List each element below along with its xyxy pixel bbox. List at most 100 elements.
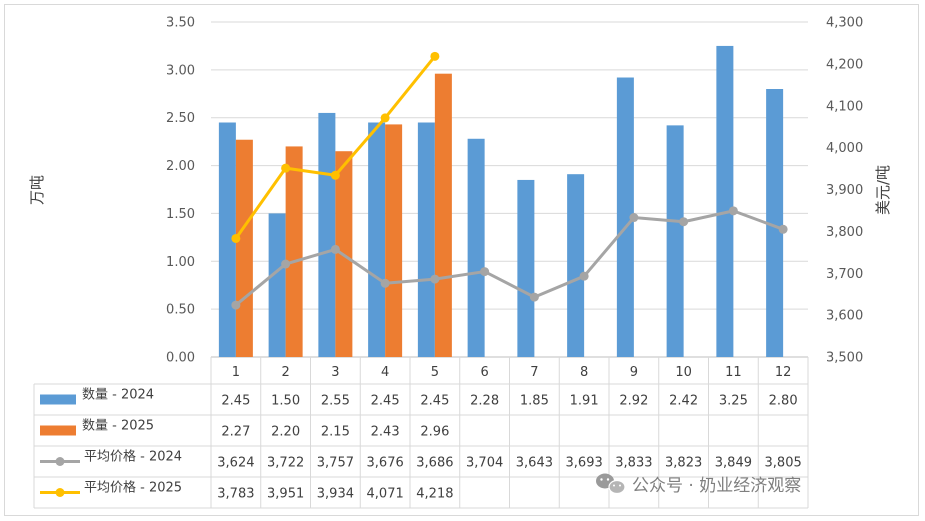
table-cell: 2.45	[221, 394, 250, 409]
bars	[218, 45, 784, 358]
left-tick-label: 1.50	[166, 207, 195, 222]
series-line	[234, 209, 784, 307]
line-point	[281, 259, 291, 269]
line-point	[231, 300, 241, 310]
table-cell: 3,676	[367, 456, 404, 471]
left-tick-label: 0.00	[166, 351, 195, 366]
table-cell: 3.25	[719, 394, 748, 409]
left-axis: 0.00 0.50 1.00 1.50 2.00 2.50 3.00 3.50	[166, 16, 195, 366]
legend-label: 平均价格 - 2024	[84, 449, 182, 465]
table-cell: 3,624	[217, 456, 254, 471]
table-cell: 2.28	[470, 394, 499, 409]
table-cell: 3,693	[566, 456, 603, 471]
table-cell: 4,071	[367, 487, 404, 502]
table-cell: 2.20	[271, 425, 300, 440]
table-cell: 2.96	[420, 425, 449, 440]
bar	[285, 146, 303, 357]
x-tick-label: 10	[675, 365, 692, 380]
table-cell: 3,722	[267, 456, 304, 471]
line-point	[529, 292, 539, 302]
left-axis-title: 万吨	[28, 175, 46, 205]
watermark: 公众号 · 奶业经济观察	[596, 473, 801, 496]
wechat-icon	[596, 473, 626, 495]
bar	[235, 139, 253, 357]
table-cell: 3,951	[267, 487, 304, 502]
line-point	[330, 170, 340, 180]
table-cell: 2.45	[371, 394, 400, 409]
table-cell: 3,849	[715, 456, 752, 471]
table-cell: 2.80	[769, 394, 798, 409]
x-tick-label: 5	[431, 365, 439, 380]
watermark-text: 公众号 · 奶业经济观察	[632, 476, 801, 496]
x-tick-label: 12	[775, 365, 792, 380]
right-tick-label: 3,600	[826, 309, 863, 324]
legend-label: 平均价格 - 2025	[84, 480, 182, 496]
line-point	[629, 213, 639, 223]
lines	[231, 51, 788, 310]
bar	[268, 213, 286, 357]
table-cell: 3,805	[765, 456, 802, 471]
line-point	[380, 113, 390, 123]
right-tick-label: 4,100	[826, 99, 863, 114]
legend-label: 数量 - 2025	[82, 419, 154, 434]
bar	[766, 89, 784, 357]
bar	[218, 122, 236, 357]
left-tick-label: 3.00	[166, 63, 195, 78]
table-cell: 2.15	[321, 425, 350, 440]
legend-swatch	[40, 394, 76, 405]
x-tick-label: 2	[281, 365, 289, 380]
legend-label: 数量 - 2024	[82, 388, 154, 403]
bar	[417, 122, 435, 357]
table-cell: 3,934	[317, 487, 354, 502]
table-cell: 2.92	[619, 394, 648, 409]
line-point	[380, 278, 390, 288]
bar	[666, 125, 684, 357]
right-axis: 3,500 3,600 3,700 3,800 3,900 4,000 4,100 4,200…	[826, 16, 863, 366]
left-tick-label: 3.50	[166, 16, 195, 31]
right-axis-title: 美元/吨	[874, 165, 892, 215]
bar	[385, 124, 403, 358]
x-tick-label: 6	[480, 365, 488, 380]
right-tick-label: 3,500	[826, 351, 863, 366]
table-cell: 2.55	[321, 394, 350, 409]
table-cell: 3,823	[665, 456, 702, 471]
x-tick-label: 3	[331, 365, 339, 380]
x-tick-label: 1	[232, 365, 240, 380]
line-point	[728, 206, 738, 216]
x-tick-label: 11	[725, 365, 742, 380]
right-tick-label: 3,800	[826, 225, 863, 240]
line-point	[430, 51, 440, 61]
line-point	[778, 224, 788, 234]
bar	[434, 73, 452, 357]
line-point	[231, 233, 241, 243]
line-point	[281, 163, 291, 173]
table-cell: 3,643	[516, 456, 553, 471]
x-tick-label: 7	[530, 365, 538, 380]
right-tick-label: 4,000	[826, 141, 863, 156]
table-cell: 2.43	[371, 425, 400, 440]
table-cell: 3,783	[217, 487, 254, 502]
left-tick-label: 0.50	[166, 303, 195, 318]
bar	[716, 45, 734, 358]
table-cell: 3,833	[615, 456, 652, 471]
legend-marker	[55, 488, 65, 497]
table-cell: 1.85	[520, 394, 549, 409]
table-cell: 2.45	[420, 394, 449, 409]
legend-marker	[55, 457, 65, 466]
bar	[318, 112, 336, 357]
bar	[368, 122, 386, 357]
gridlines	[211, 21, 808, 358]
x-tick-label: 4	[381, 365, 389, 380]
left-tick-label: 2.50	[166, 111, 195, 126]
table-cell: 4,218	[416, 487, 453, 502]
bar	[467, 138, 485, 357]
x-tick-label: 9	[630, 365, 638, 380]
bar	[517, 179, 535, 357]
bar	[567, 174, 585, 357]
right-tick-label: 3,900	[826, 183, 863, 198]
table-cell: 3,757	[317, 456, 354, 471]
right-tick-label: 3,700	[826, 267, 863, 282]
table-cell: 2.27	[221, 425, 250, 440]
